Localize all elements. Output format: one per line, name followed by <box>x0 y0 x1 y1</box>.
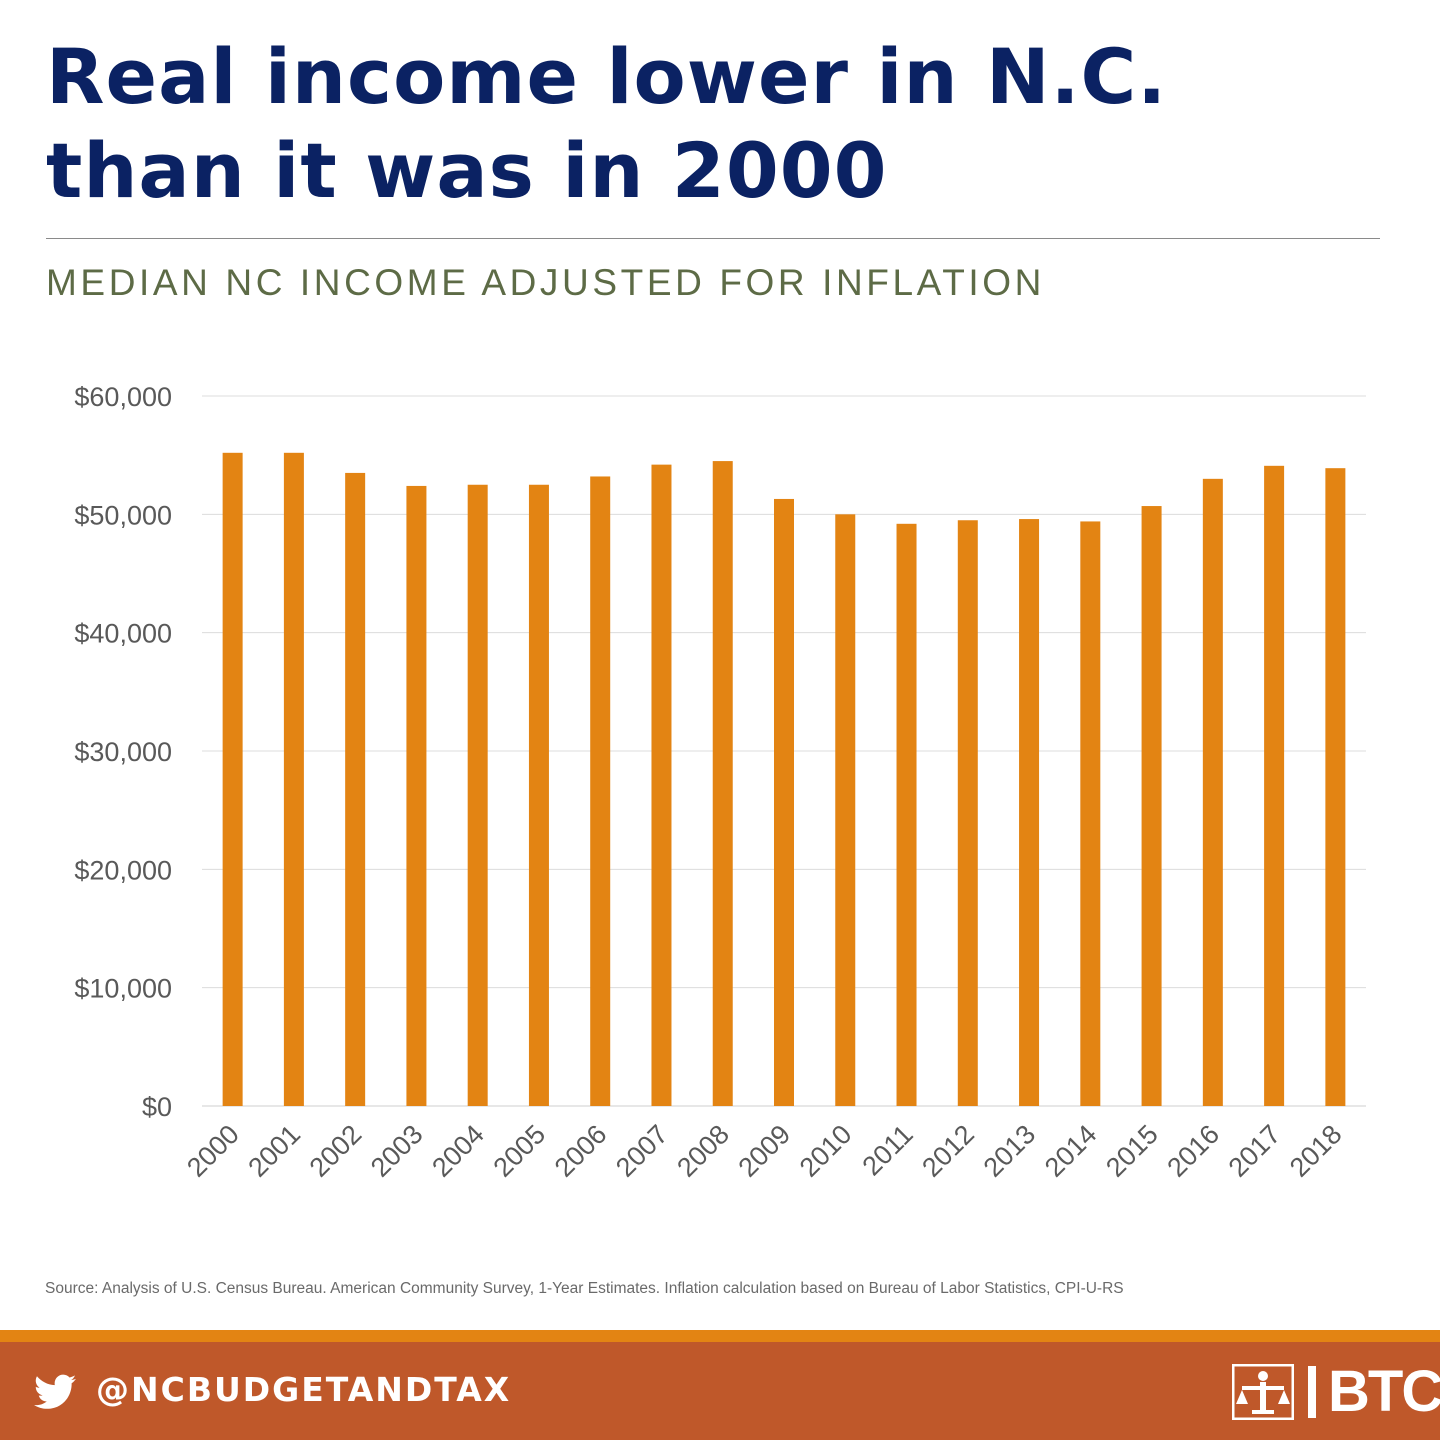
headline-line-2: than it was in 2000 <box>46 126 888 215</box>
x-tick-label: 2007 <box>610 1119 674 1183</box>
source-note: Source: Analysis of U.S. Census Bureau. … <box>45 1280 1124 1297</box>
bar-2015 <box>1141 506 1162 1106</box>
x-tick-label: 2004 <box>426 1119 490 1183</box>
x-tick-label: 2016 <box>1161 1119 1225 1183</box>
y-tick-label: $10,000 <box>74 974 172 1004</box>
footer-accent-stripe <box>0 1330 1440 1342</box>
y-axis-tick-labels: $0 $10,000 $20,000 $30,000 $40,000 $50,000 $60… <box>74 382 172 1122</box>
headline-line-1: Real income lower in N.C. <box>46 32 1168 121</box>
bar-2004 <box>467 484 488 1106</box>
x-tick-label: 2003 <box>365 1119 429 1183</box>
bar-2012 <box>957 520 978 1106</box>
title-divider <box>46 238 1380 239</box>
x-tick-label: 2013 <box>978 1119 1042 1183</box>
x-tick-label: 2012 <box>916 1119 980 1183</box>
y-tick-label: $50,000 <box>74 500 172 530</box>
y-tick-label: $60,000 <box>74 382 172 412</box>
x-tick-label: 2014 <box>1039 1119 1103 1183</box>
bar-2017 <box>1264 465 1285 1106</box>
twitter-icon[interactable] <box>34 1374 76 1410</box>
bar-2010 <box>835 514 856 1106</box>
x-tick-label: 2002 <box>304 1119 368 1183</box>
bar-2005 <box>528 484 549 1106</box>
y-tick-label: $20,000 <box>74 855 172 885</box>
bar-2008 <box>712 461 733 1106</box>
bar-2009 <box>774 498 794 1106</box>
y-tick-label: $30,000 <box>74 737 172 767</box>
bar-2018 <box>1325 468 1346 1106</box>
headline: Real income lower in N.C. than it was in… <box>46 30 1386 218</box>
bar-2002 <box>345 472 366 1107</box>
x-tick-label: 2010 <box>794 1119 858 1183</box>
btc-logo-mark <box>1232 1364 1294 1420</box>
twitter-handle[interactable]: @NCBUDGETANDTAX <box>96 1370 512 1409</box>
x-tick-label: 2017 <box>1223 1119 1287 1183</box>
bar-2006 <box>590 476 611 1106</box>
bar-2001 <box>283 452 304 1106</box>
footer-bar: @NCBUDGETANDTAX BTC <box>0 1342 1440 1440</box>
x-axis-tick-labels: 2000200120022003200420052006200720082009… <box>181 1119 1347 1183</box>
bar-2016 <box>1202 478 1223 1106</box>
x-tick-label: 2011 <box>856 1119 918 1181</box>
bar-2014 <box>1080 521 1101 1106</box>
y-tick-label: $40,000 <box>74 619 172 649</box>
chart-subtitle: MEDIAN NC INCOME ADJUSTED FOR INFLATION <box>46 262 1045 303</box>
bar-chart: $0 $10,000 $20,000 $30,000 $40,000 $50,000 $60… <box>74 382 1366 1183</box>
bar-2011 <box>896 523 917 1106</box>
y-tick-label: $0 <box>142 1092 172 1122</box>
bar-2007 <box>651 464 672 1107</box>
x-tick-label: 2000 <box>181 1119 245 1183</box>
x-tick-label: 2006 <box>549 1119 613 1183</box>
x-tick-label: 2018 <box>1284 1119 1348 1183</box>
btc-logo-text: BTC <box>1328 1359 1440 1424</box>
bars <box>222 452 1346 1107</box>
x-tick-label: 2005 <box>487 1119 551 1183</box>
x-tick-label: 2015 <box>1100 1119 1164 1183</box>
x-tick-label: 2008 <box>671 1119 735 1183</box>
x-tick-label: 2001 <box>242 1119 306 1183</box>
logo-divider <box>1308 1366 1316 1418</box>
bar-2003 <box>406 485 427 1106</box>
bar-2013 <box>1019 519 1040 1106</box>
bar-2000 <box>222 452 243 1106</box>
x-tick-label: 2009 <box>733 1119 797 1183</box>
